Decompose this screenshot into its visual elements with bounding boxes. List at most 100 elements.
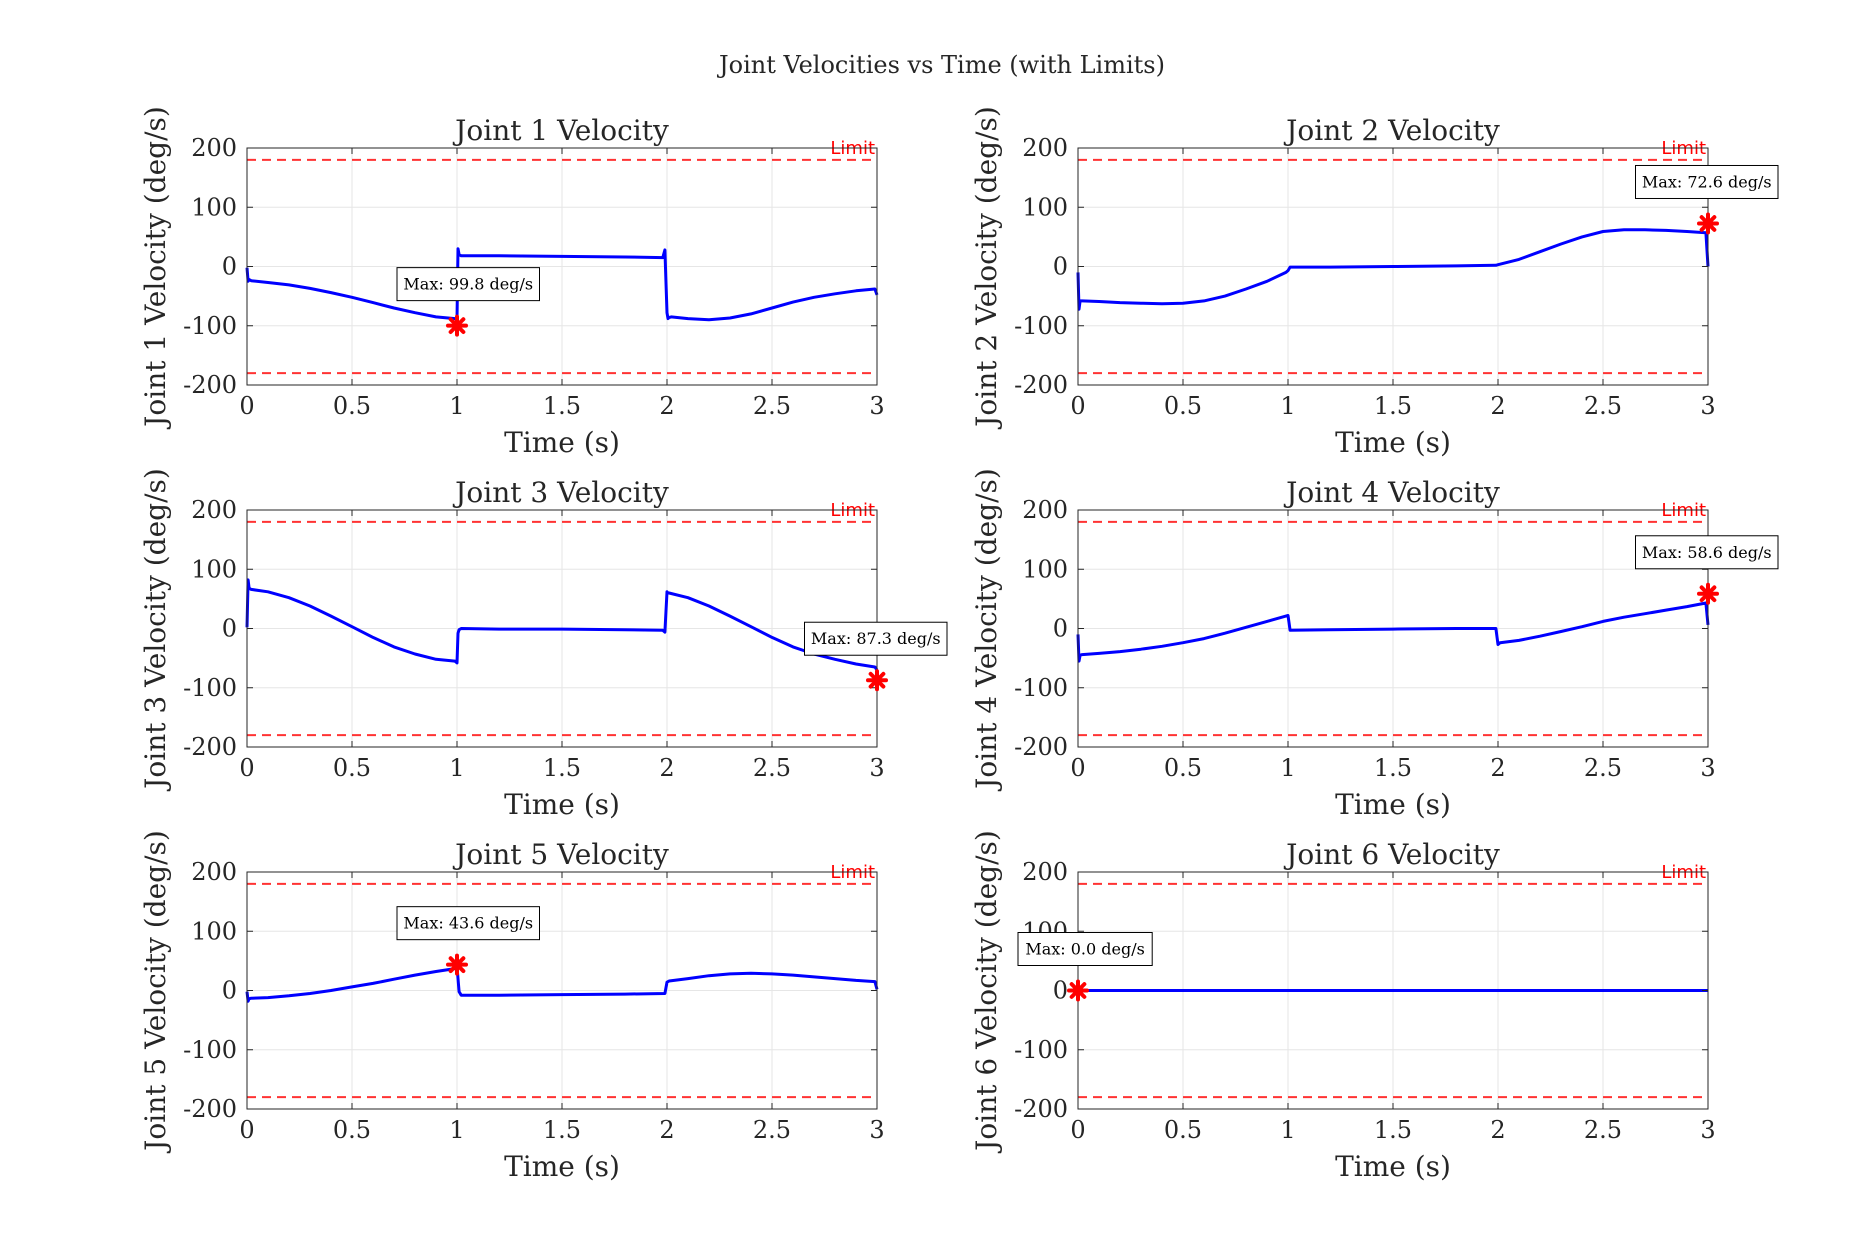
y-axis-label: Joint 1 Velocity (deg/s) <box>139 106 172 430</box>
y-tick-label: -100 <box>183 674 237 702</box>
max-marker <box>866 669 888 692</box>
x-tick-label: 0 <box>1070 754 1085 782</box>
x-tick-label: 3 <box>869 392 884 420</box>
x-tick-label: 2.5 <box>1584 392 1622 420</box>
y-tick-label: -200 <box>1014 733 1068 761</box>
x-tick-label: 2.5 <box>753 1116 791 1144</box>
x-tick-label: 1 <box>1280 754 1295 782</box>
max-annotation-box <box>1635 164 1779 199</box>
max-marker-stroke <box>1699 585 1717 603</box>
x-tick-label: 1 <box>449 754 464 782</box>
x-tick-label: 2 <box>1490 392 1505 420</box>
subplot-title: Joint 4 Velocity <box>1283 476 1500 509</box>
x-tick-label: 2 <box>659 754 674 782</box>
x-tick-label: 2 <box>659 392 674 420</box>
x-tick-label: 3 <box>869 754 884 782</box>
x-tick-label: 3 <box>869 1116 884 1144</box>
x-tick-label: 2 <box>1490 754 1505 782</box>
y-tick-label: 100 <box>191 193 237 221</box>
max-annotation-label: Max: 72.6 deg/s <box>1642 172 1772 191</box>
subplot-title: Joint 6 Velocity <box>1283 838 1500 871</box>
x-tick-label: 0 <box>239 392 254 420</box>
x-tick-label: 2.5 <box>1584 754 1622 782</box>
y-tick-label: -200 <box>1014 1095 1068 1123</box>
max-marker-stroke <box>868 671 886 689</box>
max-annotation-label: Max: 0.0 deg/s <box>1025 940 1145 959</box>
y-tick-label: -200 <box>183 371 237 399</box>
x-tick-label: 0 <box>239 1116 254 1144</box>
x-axis-label: Time (s) <box>504 1150 620 1183</box>
x-tick-label: 1 <box>449 392 464 420</box>
y-tick-label: 200 <box>191 134 237 162</box>
x-tick-label: 0.5 <box>333 1116 371 1144</box>
max-marker <box>1067 979 1089 1002</box>
y-tick-label: 100 <box>1022 193 1068 221</box>
max-annotation-box <box>1635 535 1779 570</box>
max-annotation-box <box>804 621 948 656</box>
max-marker-stroke <box>1069 982 1087 999</box>
x-tick-label: 1.5 <box>543 1116 581 1144</box>
max-annotation-label: Max: 99.8 deg/s <box>403 275 533 294</box>
x-tick-label: 1 <box>449 1116 464 1144</box>
max-marker-stroke <box>448 317 466 334</box>
x-tick-label: 1.5 <box>543 392 581 420</box>
figure-title: Joint Velocities vs Time (with Limits) <box>716 51 1165 79</box>
x-tick-label: 1.5 <box>543 754 581 782</box>
max-annotation-label: Max: 43.6 deg/s <box>403 914 533 933</box>
y-axis-label: Joint 5 Velocity (deg/s) <box>139 830 172 1154</box>
x-axis-label: Time (s) <box>504 788 620 821</box>
y-tick-label: 0 <box>1053 615 1068 643</box>
y-axis-label: Joint 2 Velocity (deg/s) <box>970 106 1003 430</box>
y-axis-label: Joint 3 Velocity (deg/s) <box>139 468 172 792</box>
y-axis-label: Joint 4 Velocity (deg/s) <box>970 468 1003 792</box>
x-tick-label: 1 <box>1280 392 1295 420</box>
max-marker <box>1697 582 1719 605</box>
x-tick-label: 3 <box>1700 392 1715 420</box>
max-marker-stroke <box>448 956 466 974</box>
x-tick-label: 1.5 <box>1374 754 1412 782</box>
y-tick-label: 0 <box>222 977 237 1005</box>
y-tick-label: 0 <box>1053 977 1068 1005</box>
y-tick-label: 200 <box>1022 496 1068 524</box>
x-tick-label: 2 <box>659 1116 674 1144</box>
x-tick-label: 2.5 <box>753 392 791 420</box>
y-tick-label: -200 <box>1014 371 1068 399</box>
subplot-title: Joint 5 Velocity <box>452 838 669 871</box>
y-tick-label: -100 <box>1014 674 1068 702</box>
max-annotation-label: Max: 87.3 deg/s <box>811 629 941 648</box>
y-tick-label: 200 <box>1022 134 1068 162</box>
y-axis-label: Joint 6 Velocity (deg/s) <box>970 830 1003 1154</box>
y-tick-label: -100 <box>183 312 237 340</box>
y-tick-label: -100 <box>1014 312 1068 340</box>
y-tick-label: -200 <box>183 733 237 761</box>
y-tick-label: -200 <box>183 1095 237 1123</box>
x-tick-label: 0.5 <box>1164 392 1202 420</box>
max-annotation-box <box>396 906 540 941</box>
series-line <box>245 247 879 322</box>
x-tick-label: 0 <box>1070 392 1085 420</box>
y-tick-label: 0 <box>1053 253 1068 281</box>
subplot-title: Joint 3 Velocity <box>452 476 669 509</box>
x-axis-label: Time (s) <box>1335 1150 1451 1183</box>
y-tick-label: 100 <box>191 917 237 945</box>
x-tick-label: 2.5 <box>753 754 791 782</box>
max-marker-stroke <box>1699 215 1717 232</box>
x-tick-label: 2 <box>1490 1116 1505 1144</box>
x-tick-label: 1.5 <box>1374 1116 1412 1144</box>
x-tick-label: 1.5 <box>1374 392 1412 420</box>
x-tick-label: 1 <box>1280 1116 1295 1144</box>
subplot-title: Joint 1 Velocity <box>452 114 669 147</box>
max-annotation-box <box>396 267 540 302</box>
y-tick-label: 0 <box>222 253 237 281</box>
y-tick-label: 100 <box>191 555 237 583</box>
y-tick-label: 200 <box>191 496 237 524</box>
max-marker <box>446 314 468 337</box>
x-tick-label: 3 <box>1700 1116 1715 1144</box>
y-tick-label: 200 <box>191 858 237 886</box>
series-line <box>1076 601 1710 663</box>
